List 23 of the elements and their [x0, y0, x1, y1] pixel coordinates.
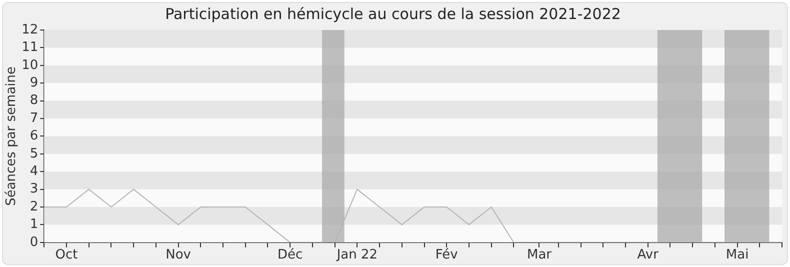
y-tick-label: 0	[30, 234, 38, 250]
y-tick-label: 8	[30, 93, 38, 108]
y-tick-label: 4	[30, 164, 38, 179]
x-tick-label: Mai	[726, 248, 749, 263]
x-tick-label: Avr	[637, 248, 660, 263]
y-tick-label: 11	[22, 40, 38, 56]
x-tick-label: Jan 22	[336, 248, 378, 263]
y-tick-label: 7	[30, 110, 38, 126]
x-tick-label: Nov	[166, 248, 192, 263]
y-tick-label: 10	[22, 58, 38, 73]
x-tick-label: Déc	[278, 248, 303, 263]
x-tick-label: Oct	[55, 248, 78, 263]
y-tick-label: 9	[30, 75, 38, 90]
y-tick-label: 5	[30, 146, 38, 162]
y-axis-title: Séances par semaine	[4, 66, 20, 206]
x-tick-label: Fév	[435, 248, 458, 263]
y-tick-label: 3	[30, 182, 38, 197]
y-tick-label: 2	[30, 199, 38, 214]
y-tick-label: 6	[30, 128, 38, 144]
y-tick-label: 1	[30, 217, 38, 232]
y-tick-label: 12	[22, 22, 38, 38]
chart-title: Participation en hémicycle au cours de la session 2021-2022	[165, 4, 621, 23]
x-tick-label: Mar	[526, 248, 552, 263]
